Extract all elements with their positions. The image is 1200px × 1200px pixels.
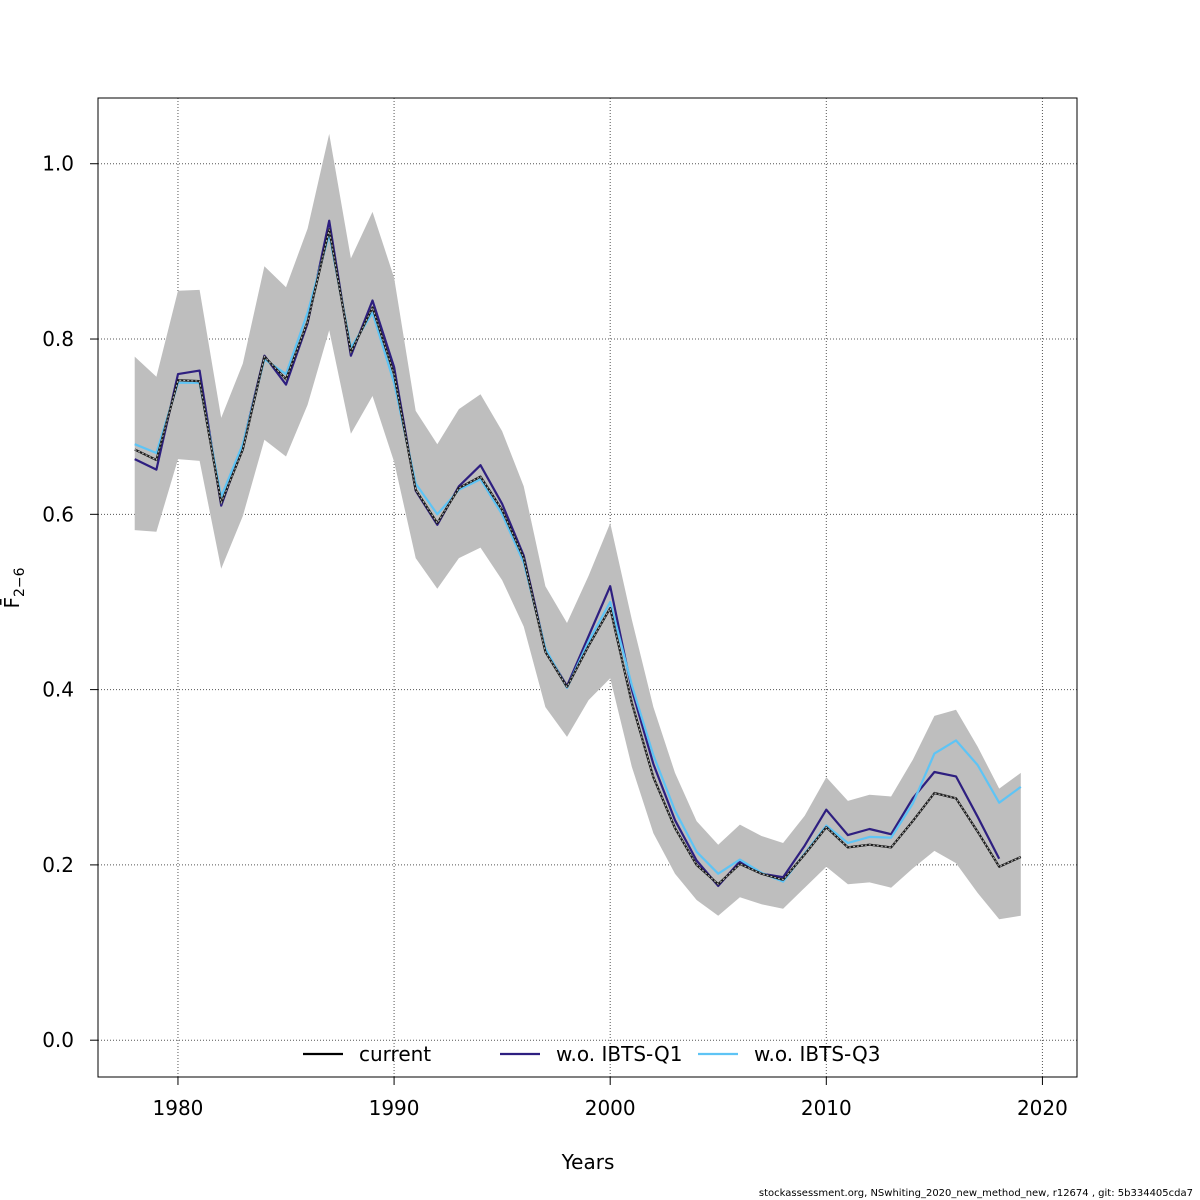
legend: current w.o. IBTS-Q1 w.o. IBTS-Q3 [303, 1042, 880, 1066]
y-tick-label: 1.0 [42, 152, 74, 176]
x-tick-label: 2020 [1017, 1096, 1068, 1120]
x-axis-label: Years [561, 1150, 615, 1174]
x-tick-label: 2000 [585, 1096, 636, 1120]
y-axis: 0.0 0.2 0.4 0.6 0.8 1.0 [42, 152, 99, 1052]
legend-item-wo-ibts-q1: w.o. IBTS-Q1 [500, 1042, 682, 1066]
legend-label: w.o. IBTS-Q1 [556, 1042, 682, 1066]
y-tick-label: 0.2 [42, 853, 74, 877]
series-line-current-overlay [134, 229, 1022, 885]
legend-label: current [359, 1042, 431, 1066]
footer-text: stockassessment.org, NSwhiting_2020_new_… [759, 1188, 1193, 1199]
x-tick-label: 1980 [153, 1096, 204, 1120]
y-tick-label: 0.4 [42, 678, 74, 702]
legend-label: w.o. IBTS-Q3 [754, 1042, 880, 1066]
legend-item-wo-ibts-q3: w.o. IBTS-Q3 [698, 1042, 880, 1066]
y-tick-label: 0.8 [42, 327, 74, 351]
confidence-band [134, 133, 1021, 920]
y-axis-label-main: F̄ [0, 597, 24, 609]
x-tick-label: 2010 [801, 1096, 852, 1120]
series-lines [134, 219, 1022, 887]
y-axis-label-subscript: 2−6 [12, 567, 28, 597]
legend-item-current: current [303, 1042, 431, 1066]
y-axis-label: F̄2−6 [0, 567, 28, 608]
svg-text:F̄2−6: F̄2−6 [0, 567, 28, 608]
y-tick-label: 0.6 [42, 502, 74, 526]
x-tick-label: 1990 [369, 1096, 420, 1120]
y-tick-label: 0.0 [42, 1028, 74, 1052]
x-axis: 1980 1990 2000 2010 2020 [153, 1076, 1068, 1120]
